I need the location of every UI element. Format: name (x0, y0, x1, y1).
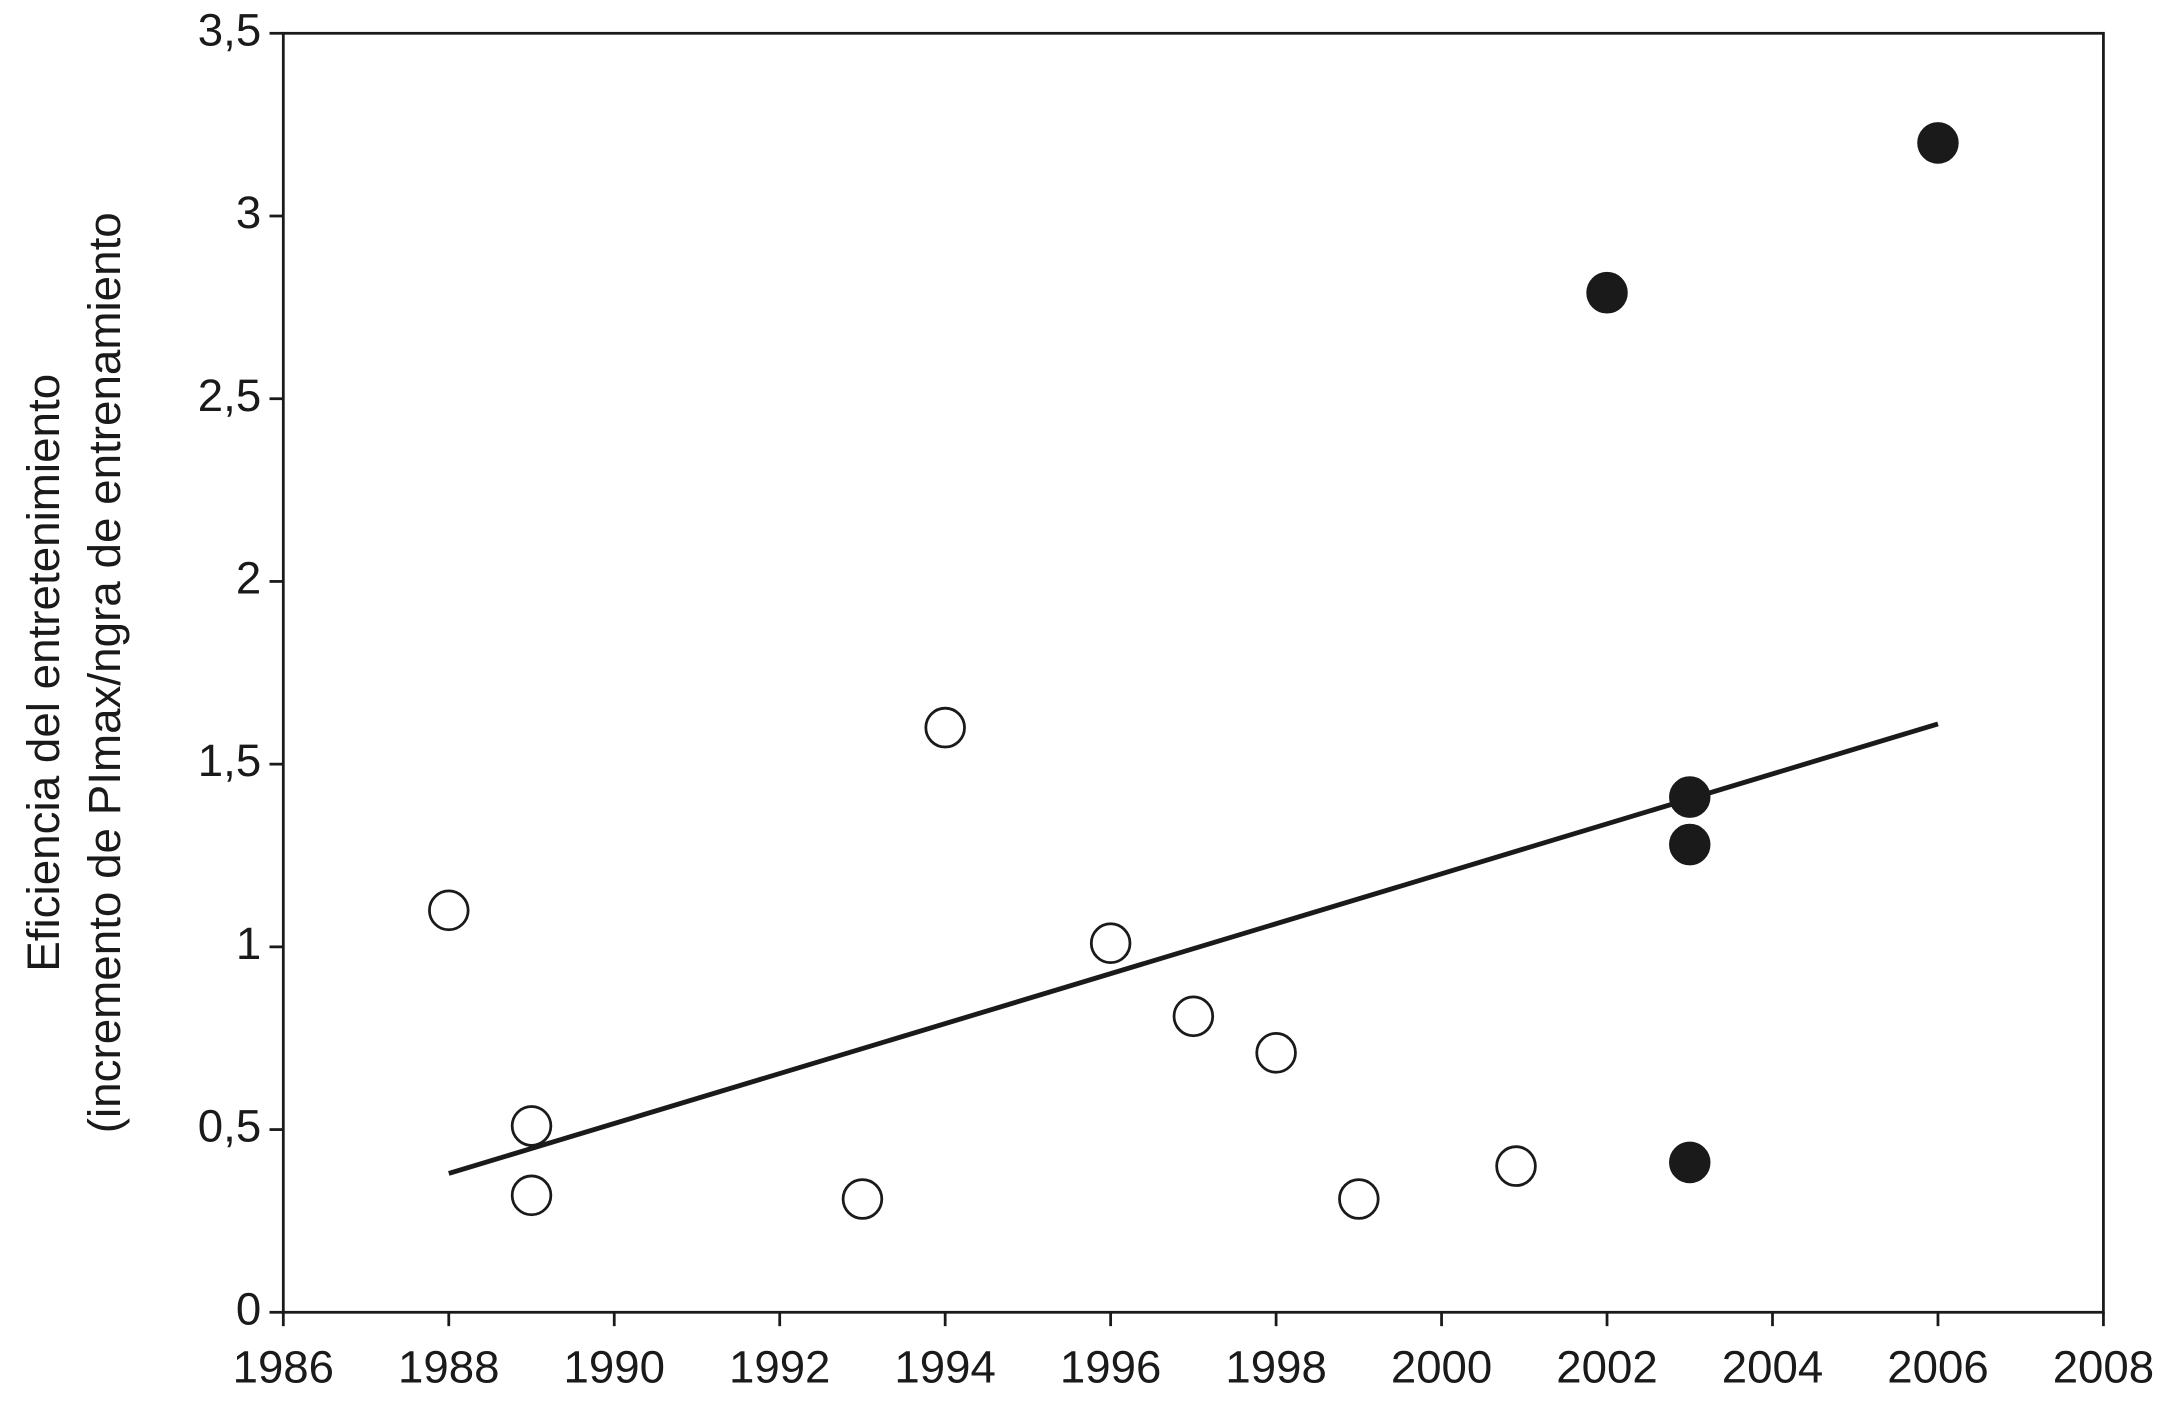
point (1089, 922, 1132, 965)
plot-frame (281, 31, 2105, 1314)
x-tick-label: 2002 (1556, 1342, 1657, 1393)
x-tick-label: 1992 (729, 1342, 830, 1393)
point (841, 1178, 884, 1220)
y-axis-label: (incremento de PImax/ngra de entrenamien… (79, 212, 130, 1133)
x-tick-label: 1994 (894, 1342, 995, 1393)
y-tick-label: 2,5 (198, 370, 261, 421)
point (924, 706, 966, 749)
point (1586, 271, 1628, 314)
y-tick-label: 1,5 (198, 735, 261, 786)
y-tick-label: 3 (236, 187, 261, 238)
point (1338, 1178, 1380, 1220)
y-tick-label: 1 (236, 918, 261, 969)
point (1495, 1145, 1537, 1187)
x-tick-label: 2006 (1887, 1342, 1988, 1393)
x-tick-label: 2008 (2053, 1342, 2154, 1393)
y-tick-label: 0,5 (198, 1101, 261, 1152)
point (1172, 995, 1215, 1038)
x-tick-label: 1996 (1060, 1342, 1161, 1393)
point (510, 1105, 553, 1147)
y-tick-label: 3,5 (198, 4, 261, 55)
y-axis-label: Eficiencia del entretenimiento (18, 374, 69, 972)
point (1255, 1032, 1297, 1074)
x-tick-label: 1986 (233, 1342, 334, 1393)
x-tick-label: 1990 (564, 1342, 665, 1393)
point (1669, 823, 1711, 866)
point (1669, 1141, 1711, 1184)
point (428, 889, 470, 932)
trend-line (448, 721, 1939, 1176)
y-tick-label: 0 (236, 1283, 261, 1334)
point (1917, 122, 1959, 164)
y-tick-label: 2 (236, 552, 261, 603)
x-tick-label: 2004 (1722, 1342, 1823, 1393)
point (1669, 776, 1711, 818)
x-tick-label: 2000 (1391, 1342, 1492, 1393)
point (510, 1174, 553, 1217)
x-tick-label: 1988 (398, 1342, 499, 1393)
x-tick-label: 1998 (1225, 1342, 1326, 1393)
